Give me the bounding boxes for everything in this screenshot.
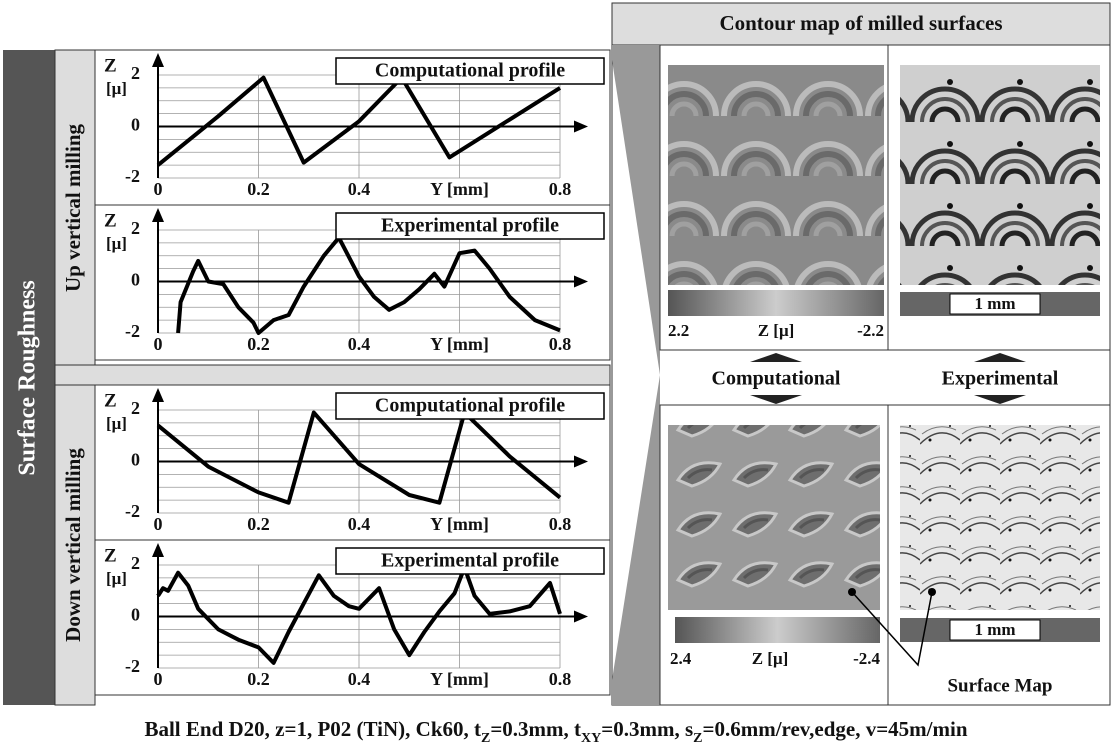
x-tick-label: 0.2 — [247, 514, 270, 534]
figure: Surface Roughness Up vertical milling Do… — [0, 0, 1112, 753]
y-tick-label: -2 — [125, 501, 140, 521]
pointer-dot — [848, 588, 856, 596]
scale-max: 2.2 — [668, 321, 689, 340]
scale-unit: Z [μ] — [758, 321, 795, 340]
y-tick-label: -2 — [125, 656, 140, 676]
y-tick-label: 0 — [131, 605, 140, 625]
section-label: Up vertical milling — [61, 124, 85, 292]
chart-title: Experimental profile — [381, 550, 559, 572]
x-tick-label: 0.4 — [348, 669, 371, 689]
chart-title: Computational profile — [375, 395, 565, 417]
y-axis-unit: [μ] — [106, 414, 127, 433]
color-scale — [675, 617, 880, 643]
computational-label: Computational — [712, 368, 841, 390]
x-tick-label: 0.4 — [348, 334, 371, 354]
caption-text: =0.3mm, t — [490, 717, 581, 741]
scale-unit: Z [μ] — [752, 649, 789, 668]
y-tick-label: 0 — [131, 270, 140, 290]
y-tick-label: 2 — [131, 553, 140, 573]
y-axis-unit: [μ] — [106, 234, 127, 253]
caption-subscript: Z — [693, 731, 702, 746]
y-axis-label: Z — [104, 55, 117, 76]
x-tick-label: 0.8 — [549, 179, 572, 199]
panel-title: Contour map of milled surfaces — [719, 11, 1002, 35]
x-tick-label: 0 — [154, 179, 163, 199]
y-axis-unit: [μ] — [106, 79, 127, 98]
separator — [55, 365, 610, 385]
experimental-label: Experimental — [942, 368, 1059, 390]
chart-title: Experimental profile — [381, 215, 559, 237]
scale-min: -2.2 — [857, 321, 884, 340]
x-tick-label: 0.4 — [348, 514, 371, 534]
x-tick-label: 0.8 — [549, 669, 572, 689]
scale-bar-label: 1 mm — [974, 294, 1015, 313]
pointer-dot — [928, 588, 936, 596]
computational-contour-image — [668, 65, 884, 285]
y-tick-label: 2 — [131, 218, 140, 238]
x-tick-label: 0 — [154, 514, 163, 534]
x-tick-label: 0.8 — [549, 514, 572, 534]
experimental-contour-image — [900, 65, 1100, 285]
x-tick-label: 0 — [154, 669, 163, 689]
caption-text: Ball End D20, z=1, P02 (TiN), Ck60, t — [144, 717, 481, 741]
caption-text: =0.6mm/rev,edge, v=45m/min — [703, 717, 968, 741]
y-tick-label: -2 — [125, 166, 140, 186]
x-tick-label: 0 — [154, 334, 163, 354]
chart-title: Computational profile — [375, 60, 565, 82]
sidebar-title: Surface Roughness — [15, 280, 41, 475]
x-tick-label: Y [mm] — [430, 669, 489, 689]
y-axis-label: Z — [104, 390, 117, 411]
scale-bar-label: 1 mm — [974, 620, 1015, 639]
x-tick-label: Y [mm] — [430, 179, 489, 199]
y-axis-unit: [μ] — [106, 569, 127, 588]
page: Surface Roughness Up vertical milling Do… — [0, 0, 1112, 753]
y-tick-label: 0 — [131, 115, 140, 135]
surface-map-label: Surface Map — [947, 675, 1052, 696]
section-label: Down vertical milling — [61, 448, 85, 642]
y-tick-label: -2 — [125, 321, 140, 341]
y-tick-label: 0 — [131, 450, 140, 470]
experimental-contour-image — [900, 425, 1100, 610]
caption-subscript: Z — [481, 731, 490, 746]
computational-contour-image — [668, 425, 880, 610]
x-tick-label: 0.4 — [348, 179, 371, 199]
x-tick-label: 0.8 — [549, 334, 572, 354]
caption-text: =0.3mm, s — [601, 717, 693, 741]
x-tick-label: 0.2 — [247, 179, 270, 199]
color-scale — [668, 290, 884, 316]
scale-min: -2.4 — [853, 649, 880, 668]
y-axis-label: Z — [104, 210, 117, 231]
x-tick-label: 0.2 — [247, 334, 270, 354]
x-tick-label: 0.2 — [247, 669, 270, 689]
y-axis-label: Z — [104, 545, 117, 566]
y-tick-label: 2 — [131, 398, 140, 418]
x-tick-label: Y [mm] — [430, 514, 489, 534]
caption-subscript: XY — [581, 731, 601, 746]
caption: Ball End D20, z=1, P02 (TiN), Ck60, tZ=0… — [144, 717, 967, 746]
x-tick-label: Y [mm] — [430, 334, 489, 354]
scale-max: 2.4 — [670, 649, 692, 668]
y-tick-label: 2 — [131, 63, 140, 83]
